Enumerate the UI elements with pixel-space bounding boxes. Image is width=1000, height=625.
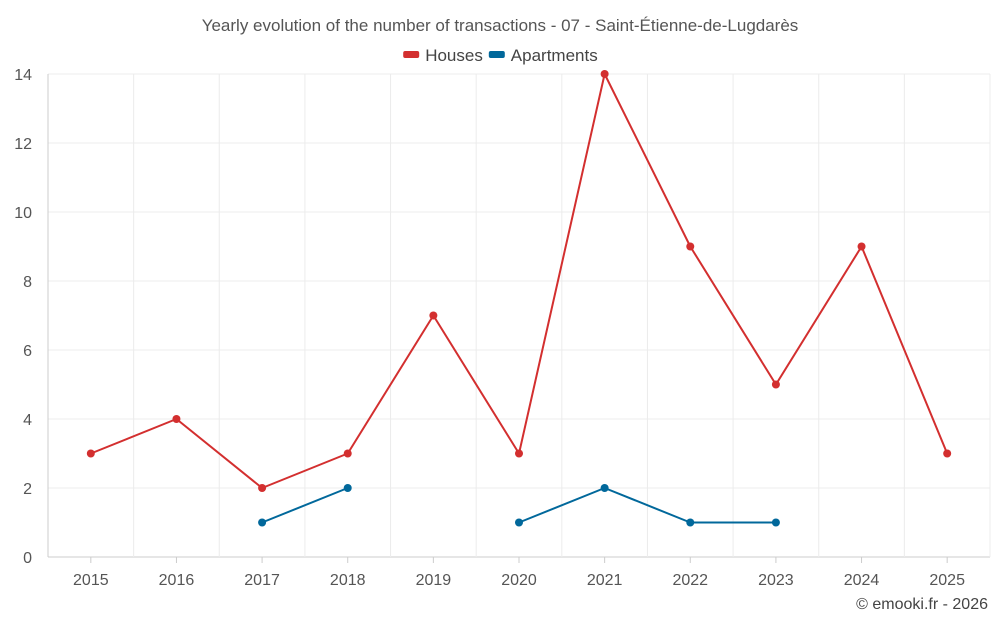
legend: Houses Apartments [403,46,598,65]
legend-item-apartments[interactable]: Apartments [488,46,598,65]
data-point[interactable] [258,518,267,527]
x-tick-label: 2018 [330,572,366,589]
data-point[interactable] [686,518,695,527]
data-point[interactable] [943,449,952,458]
y-tick-label: 2 [23,481,32,498]
legend-item-houses[interactable]: Houses [403,46,483,65]
series-apartments [258,484,780,527]
data-point[interactable] [172,415,181,423]
y-tick-label: 14 [14,67,32,84]
data-point[interactable] [343,449,352,458]
x-tick-label: 2022 [672,572,708,589]
legend-label: Houses [425,46,483,65]
x-tick-label: 2019 [416,572,452,589]
x-tick-label: 2021 [587,572,623,589]
legend-swatch [488,51,505,58]
data-point[interactable] [600,70,609,78]
data-point[interactable] [429,311,438,320]
y-tick-label: 4 [23,412,32,429]
legend-label: Apartments [511,46,598,65]
series-group [86,70,952,527]
x-tick-label: 2017 [244,572,280,589]
y-tick-label: 12 [14,136,32,153]
y-tick-label: 6 [23,343,32,360]
y-tick-label: 8 [23,274,32,291]
x-tick-label: 2023 [758,572,794,589]
y-tick-label: 10 [14,205,32,222]
series-line [518,487,776,524]
x-axis: 2015 2016 2017 2018 2019 2020 2021 2022 2023 2024… [73,557,965,589]
data-point[interactable] [515,449,523,458]
legend-swatch [403,51,420,58]
data-point[interactable] [686,242,695,251]
series-houses [86,70,952,492]
x-tick-label: 2024 [844,572,880,589]
x-tick-label: 2025 [929,572,965,589]
data-point[interactable] [86,449,95,458]
series-line [261,487,349,524]
chart-title: Yearly evolution of the number of transa… [202,16,799,35]
grid [47,73,991,558]
copyright-text: © emooki.fr - 2026 [856,596,988,613]
data-point[interactable] [771,518,780,527]
data-point[interactable] [600,484,609,492]
data-point[interactable] [515,518,523,527]
data-point[interactable] [857,242,866,251]
y-tick-label: 0 [23,550,32,567]
x-tick-label: 2020 [501,572,537,589]
data-point[interactable] [771,380,780,389]
x-tick-label: 2015 [73,572,109,589]
data-point[interactable] [258,484,267,492]
data-point[interactable] [343,484,352,492]
y-axis: 0 2 4 6 8 10 12 14 [14,67,32,567]
x-tick-label: 2016 [159,572,195,589]
